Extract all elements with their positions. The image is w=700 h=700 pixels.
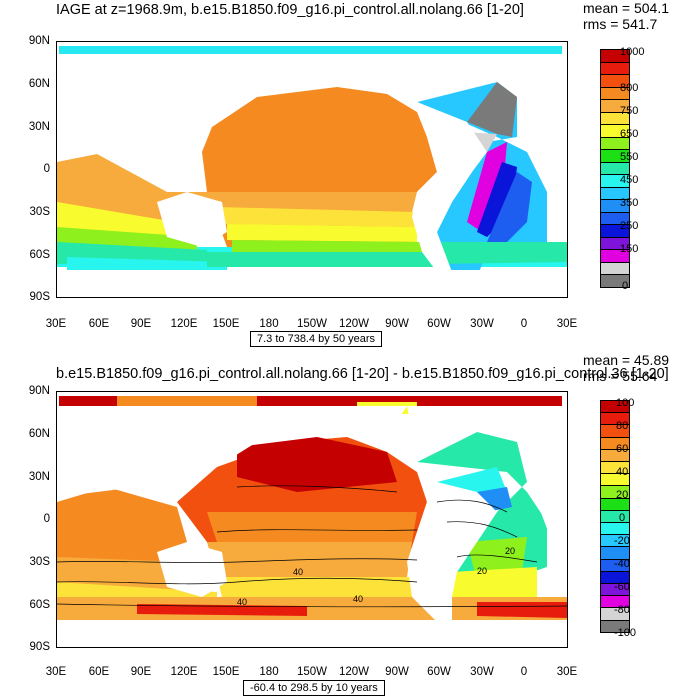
panel-2-rms: rms = 55.64	[583, 368, 658, 384]
panel-1-xtick-180: 180	[259, 318, 279, 330]
panel-1-ytick-30s: 30S	[29, 206, 50, 218]
panel-2-land-antarctica	[57, 622, 567, 647]
panel-2-cbar-label-80: 80	[616, 420, 629, 432]
panel-1-land-antarctica	[57, 270, 567, 297]
panel-1-cbar-label-350: 350	[620, 197, 639, 209]
panel-1-cbar-label-150: 150	[620, 243, 639, 255]
panel-1-xtick-120e: 120E	[170, 318, 198, 330]
panel-1-arctic	[59, 46, 562, 54]
panel-2-xtick-60w: 60W	[427, 666, 451, 678]
panel-2-xtick-90e: 90E	[130, 666, 152, 678]
panel-2-xtick-120w: 120W	[338, 666, 370, 678]
panel-1-xtick-90e: 90E	[130, 318, 152, 330]
panel-1-land-americas	[407, 54, 497, 272]
panel-1-cbar-label-250: 250	[620, 220, 639, 232]
panel-1-land-africa	[537, 102, 567, 242]
panel-1-colorbar-swatch	[600, 61, 630, 75]
panel-2-ytick-0: 0	[43, 513, 50, 525]
panel-2-ytick-90n: 90N	[28, 385, 50, 397]
panel-2-land-asia	[57, 406, 407, 502]
panel-2-range-label: -60.4 to 298.5 by 10 years	[243, 680, 385, 696]
panel-1-rms: rms = 541.7	[583, 16, 658, 32]
panel-1-xtick-150e: 150E	[212, 318, 240, 330]
panel-1-xtick-120w: 120W	[338, 318, 370, 330]
panel-2-cbar-label-100: 100	[616, 397, 635, 409]
panel-1-colorbar-swatch	[600, 161, 630, 175]
panel-2-cbar-label-m80: -80	[614, 604, 630, 616]
panel-2-colorbar-swatch	[600, 509, 630, 523]
panel-2-xtick-30e: 30E	[45, 666, 67, 678]
panel-2-map-svg: 40 20 40 40 20	[57, 396, 567, 647]
panel-1-xtick-30e-end: 30E	[556, 318, 578, 330]
panel-2-ytick-60s: 60S	[29, 599, 50, 611]
panel-1-xtick-30w: 30W	[470, 318, 494, 330]
panel-1-cbar-label-0: 0	[622, 280, 629, 292]
panel-2-mean: mean = 45.89	[583, 352, 670, 368]
panel-2-xtick-150w: 150W	[296, 666, 328, 678]
panel-1-map-svg	[57, 46, 567, 297]
panel-2-xtick-60e: 60E	[88, 666, 110, 678]
panel-2-cbar-label-60: 60	[616, 443, 629, 455]
panel-1-ytick-60n: 60N	[28, 78, 50, 90]
panel-2-cbar-label-20: 20	[616, 489, 629, 501]
panel-1-ytick-0: 0	[43, 163, 50, 175]
panel-1-cbar-label-550: 550	[620, 151, 639, 163]
panel-2-xtick-30w: 30W	[470, 666, 494, 678]
panel-1-map	[56, 41, 568, 298]
panel-2-ytick-90s: 90S	[29, 641, 50, 653]
panel-2-xtick-150e: 150E	[212, 666, 240, 678]
panel-2-xtick-90w: 90W	[385, 666, 409, 678]
panel-1-xtick-150w: 150W	[296, 318, 328, 330]
panel-2-title: b.e15.B1850.f09_g16.pi_control.all.nolan…	[56, 366, 669, 382]
panel-2-xtick-30e-end: 30E	[556, 666, 578, 678]
panel-1-title: IAGE at z=1968.9m, b.e15.B1850.f09_g16.p…	[56, 2, 524, 18]
panel-1-cbar-label-800: 800	[620, 82, 639, 94]
panel-1-xtick-0: 0	[520, 318, 528, 330]
panel-2-cbar-label-m40: -40	[614, 558, 630, 570]
panel-2-cbar-label-m100: -100	[614, 627, 637, 639]
panel-2-ytick-30n: 30N	[28, 471, 50, 483]
panel-1-range-label: 7.3 to 738.4 by 50 years	[250, 331, 383, 347]
panel-1-ytick-60s: 60S	[29, 249, 50, 261]
panel-2-cbar-label-m60: -60	[614, 581, 630, 593]
panel-2-contour-label-40b: 40	[237, 597, 247, 607]
panel-1-ytick-30n: 30N	[28, 121, 50, 133]
panel-2-cbar-label-40: 40	[616, 466, 629, 478]
panel-1-xtick-60w: 60W	[427, 318, 451, 330]
panel-2-xtick-180: 180	[259, 666, 279, 678]
panel-2-ytick-60n: 60N	[28, 428, 50, 440]
panel-1-colorbar-swatch	[600, 274, 630, 288]
panel-1-cbar-label-650: 650	[620, 128, 639, 140]
panel-1-xtick-30e: 30E	[45, 318, 67, 330]
panel-2-colorbar-swatch	[600, 619, 630, 633]
panel-1-land-asia	[57, 54, 407, 152]
panel-1-cbar-label-450: 450	[620, 174, 639, 186]
panel-1-cbar-label-1000: 1000	[620, 46, 645, 58]
panel-2-contours	[57, 485, 567, 608]
panel-1-colorbar-swatch	[600, 261, 630, 275]
panel-1-mean: mean = 504.1	[583, 0, 670, 16]
panel-1-ytick-90s: 90S	[29, 291, 50, 303]
panel-2-cbar-label-m20: -20	[614, 535, 630, 547]
panel-1-xtick-90w: 90W	[385, 318, 409, 330]
panel-1-cbar-label-750: 750	[620, 105, 639, 117]
panel-2-contour-label-40a: 40	[293, 567, 303, 577]
panel-2-contour-label-40c: 40	[353, 594, 363, 604]
panel-1-xtick-60e: 60E	[88, 318, 110, 330]
panel-2-land-africa	[537, 452, 567, 592]
panel-2-map: 40 20 40 40 20	[56, 391, 568, 648]
panel-1-land-australia	[157, 192, 227, 247]
panel-2-contour-label-20a: 20	[505, 546, 515, 556]
panel-1-ytick-90n: 90N	[28, 35, 50, 47]
panel-2-contour-label-20b: 20	[477, 566, 487, 576]
panel-2-ytick-30s: 30S	[29, 556, 50, 568]
panel-2-land-americas	[407, 406, 497, 622]
panel-2-cbar-label-0: 0	[619, 512, 626, 524]
panel-2-xtick-120e: 120E	[170, 666, 198, 678]
panel-2-xtick-0: 0	[520, 666, 528, 678]
